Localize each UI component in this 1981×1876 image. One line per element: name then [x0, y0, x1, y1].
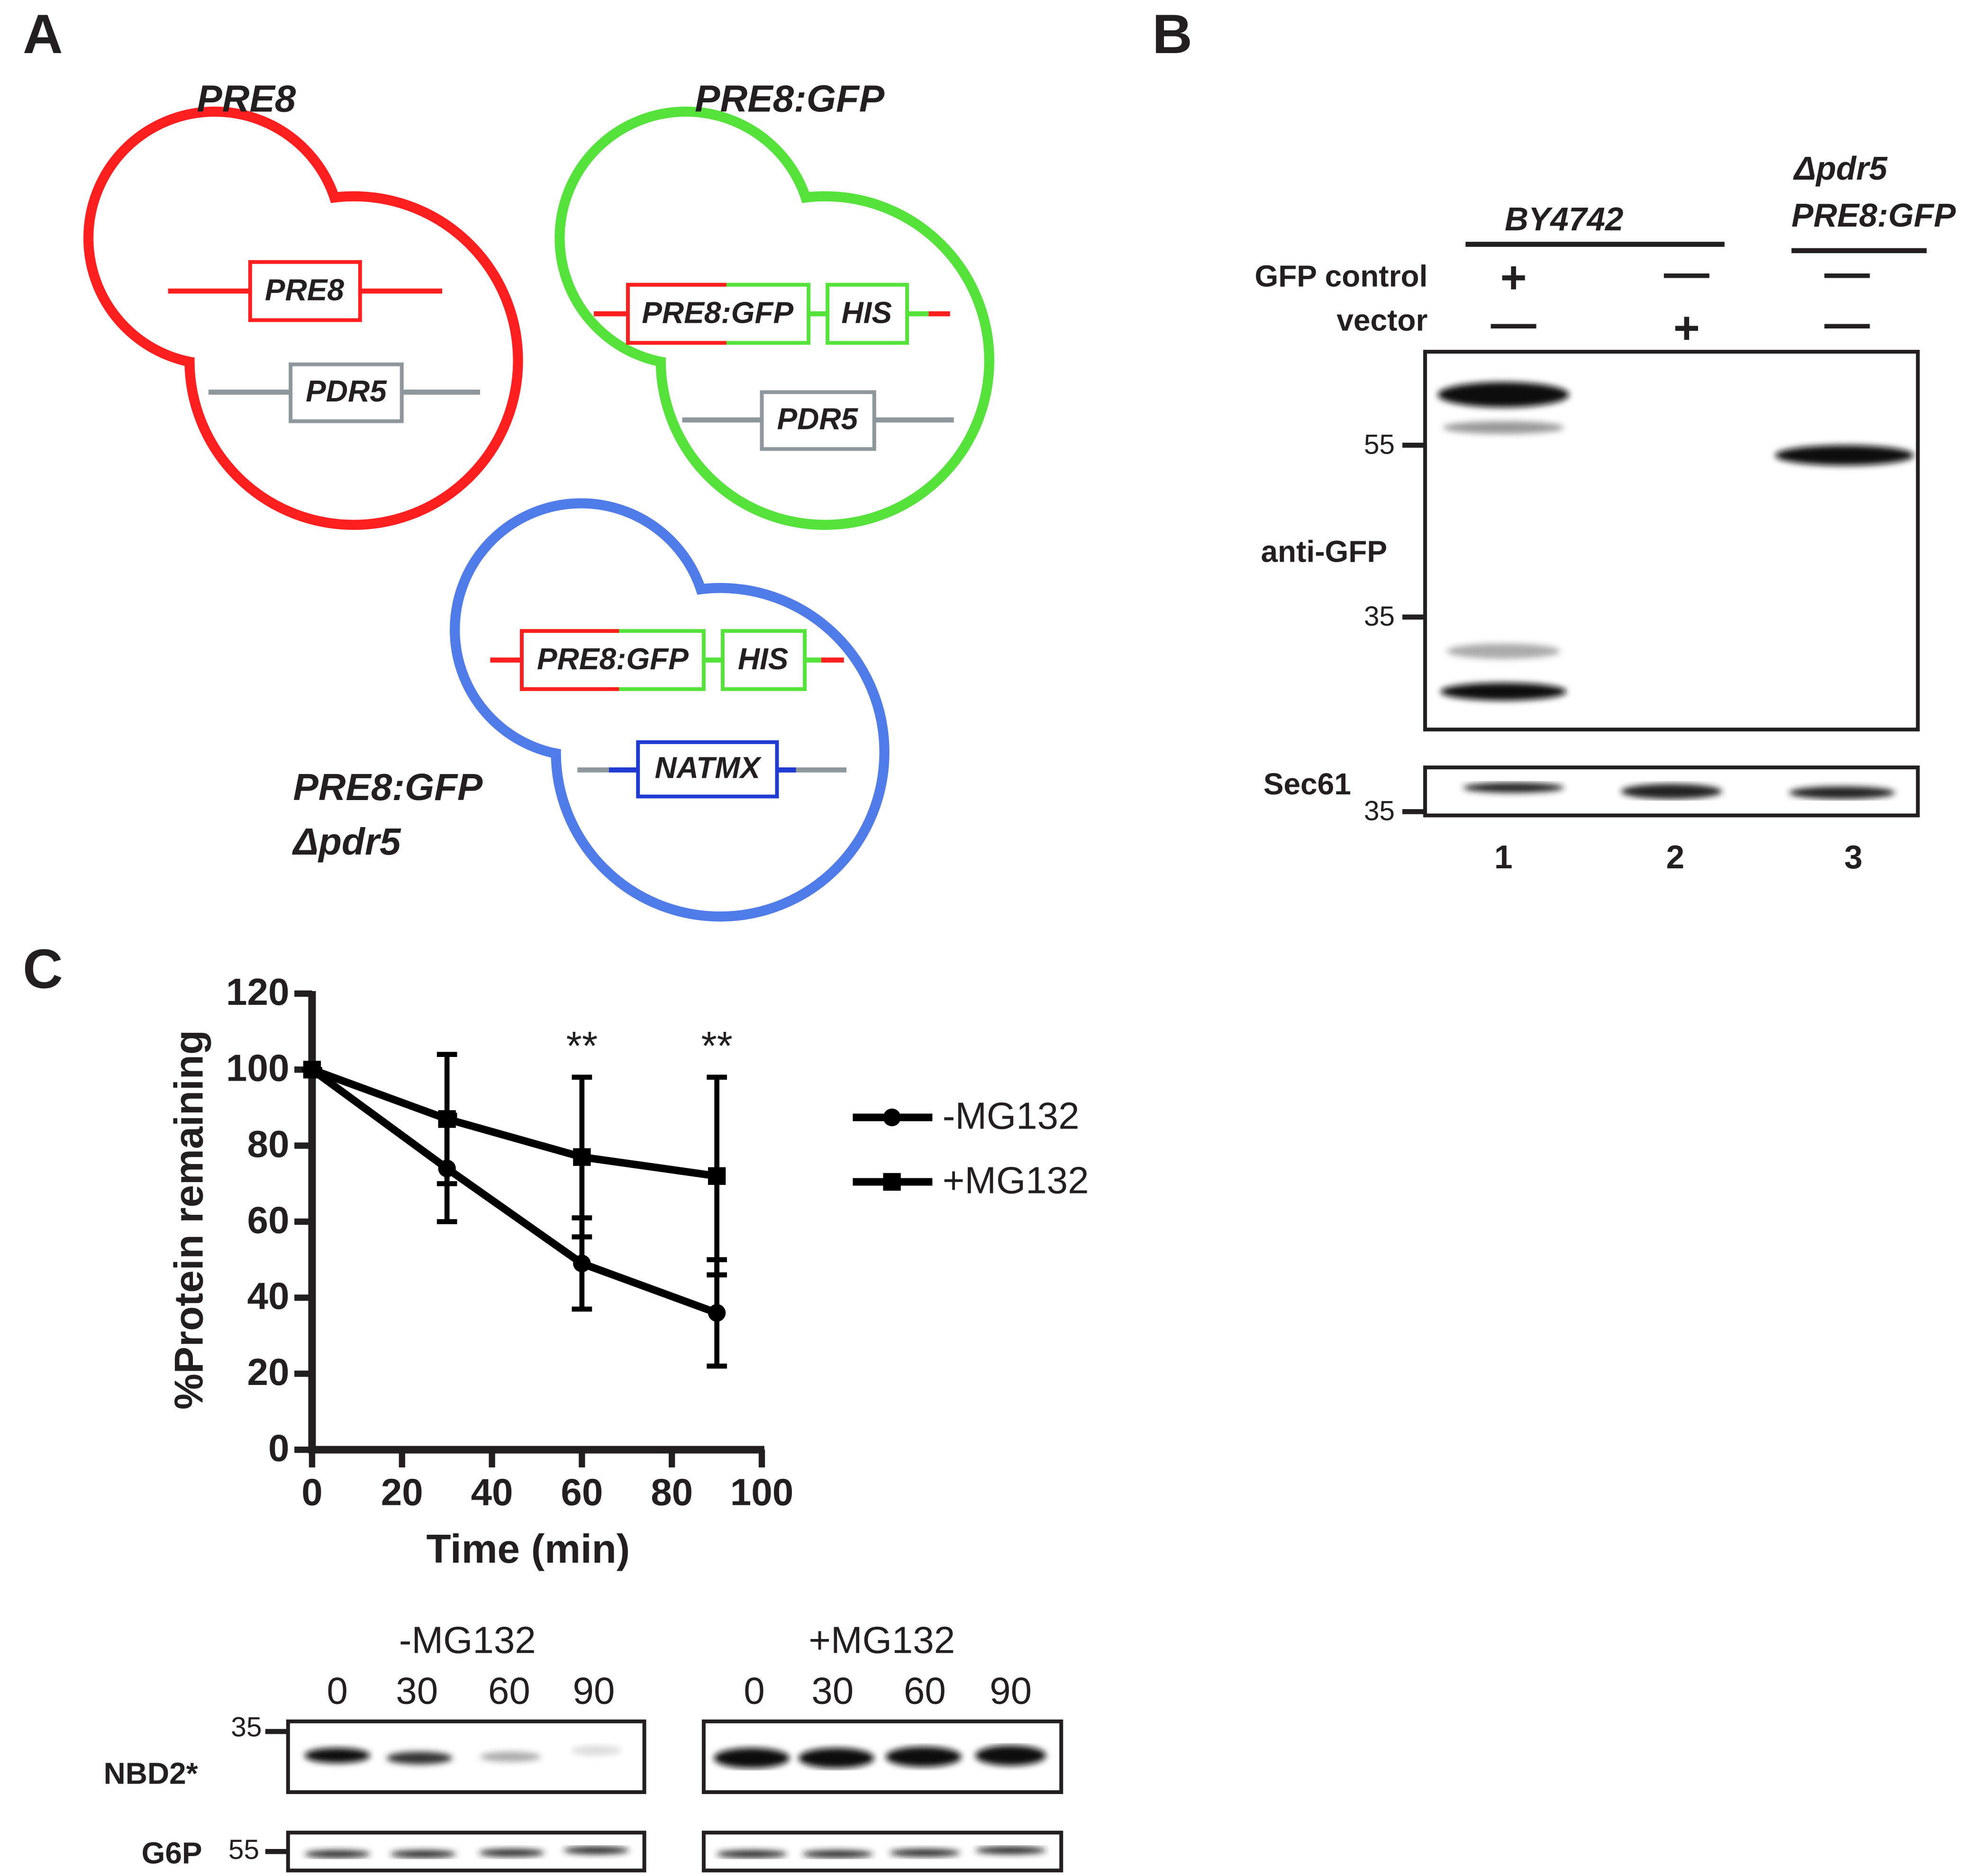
loading-label: Sec61: [1263, 767, 1351, 801]
y-tick-label: 0: [268, 1427, 289, 1469]
gene-label: PRE8:GFP: [642, 296, 793, 330]
sign: —: [1824, 247, 1870, 298]
cell-title: PRE8:GFP: [293, 766, 483, 808]
time-label: 30: [811, 1669, 854, 1712]
blot: [1423, 350, 1920, 732]
lane-label: 1: [1494, 838, 1513, 875]
panel-label: C: [23, 938, 63, 1000]
blot-bands: [1463, 783, 1895, 799]
marker-label: 55: [1364, 429, 1395, 460]
gene-label: PDR5: [777, 402, 858, 436]
cell-title: PRE8: [197, 77, 296, 119]
y-axis-title: %Protein remaining: [167, 1030, 212, 1410]
y-tick-label: 40: [247, 1275, 290, 1317]
x-tick-label: 60: [561, 1471, 603, 1513]
series-line: [310, 1066, 718, 1180]
antibody-label: anti-GFP: [1261, 534, 1387, 568]
gene-label: PRE8:GFP: [537, 642, 689, 676]
gene-box: [289, 362, 404, 423]
lane-label: 3: [1844, 838, 1863, 875]
point: [573, 1148, 591, 1166]
sign: —: [1664, 247, 1709, 298]
x-tick-label: 100: [730, 1471, 793, 1513]
time-label: 60: [488, 1669, 530, 1712]
blot-title: -MG132: [399, 1619, 536, 1661]
gene-label: NATMX: [655, 750, 762, 784]
point: [708, 1167, 726, 1185]
series-line: [309, 1066, 718, 1317]
gene-box: [826, 282, 909, 345]
row-label: GFP control: [1254, 259, 1427, 293]
row-label: G6P: [142, 1836, 202, 1870]
strain-label: Δpdr5: [1792, 150, 1888, 187]
time-label: 60: [904, 1669, 946, 1712]
legend-marker: [883, 1108, 901, 1127]
time-label: 0: [744, 1669, 764, 1712]
y-tick-label: 80: [247, 1123, 290, 1165]
sign: +: [1500, 252, 1527, 303]
point: [708, 1304, 726, 1322]
x-tick-label: 40: [471, 1471, 513, 1513]
time-label: 0: [327, 1669, 348, 1712]
x-axis-title: Time (min): [426, 1527, 630, 1572]
strain-label: BY4742: [1505, 200, 1623, 237]
gene-label: PRE8: [265, 273, 345, 307]
cell-title: PRE8:GFP: [695, 77, 885, 119]
annotation: **: [701, 1024, 732, 1069]
marker-label: 35: [1364, 796, 1395, 827]
gene-box: [720, 629, 807, 691]
y-tick-label: 20: [247, 1351, 290, 1393]
time-label: 30: [396, 1669, 438, 1712]
point: [438, 1110, 456, 1128]
legend-label: +MG132: [943, 1159, 1089, 1201]
time-label: 90: [990, 1669, 1032, 1712]
legend-label: -MG132: [943, 1094, 1080, 1137]
marker-label: 35: [1364, 601, 1395, 632]
gene-label: HIS: [841, 296, 892, 330]
marker-label: 35: [231, 1712, 262, 1742]
panel-label: B: [1152, 3, 1192, 65]
gene-box-edge: [626, 282, 727, 345]
time-label: 90: [572, 1669, 615, 1712]
row-label: NBD2*: [104, 1756, 198, 1790]
marker-label: 55: [228, 1834, 259, 1865]
gene-box: [248, 260, 362, 322]
gene-label: PDR5: [306, 374, 387, 408]
gene-box-edge: [519, 629, 619, 691]
gene-label: HIS: [738, 642, 789, 676]
blot-bands: [304, 1846, 1046, 1858]
y-tick-label: 100: [226, 1047, 289, 1089]
strain-label: PRE8:GFP: [1791, 197, 1956, 234]
gene-box: [636, 740, 779, 799]
x-tick-label: 80: [651, 1471, 693, 1513]
cell-title: Δpdr5: [291, 820, 401, 863]
point: [573, 1255, 591, 1273]
gene-box: [760, 390, 876, 451]
blot-bands: [304, 1745, 1046, 1768]
legend-marker: [883, 1173, 901, 1191]
sign: +: [1673, 303, 1700, 354]
sign: —: [1824, 298, 1870, 348]
y-tick-label: 60: [247, 1199, 290, 1241]
cell: [450, 498, 890, 922]
panel-label: A: [23, 3, 63, 65]
y-tick-label: 120: [226, 971, 289, 1013]
lane-label: 2: [1666, 838, 1685, 875]
blot-bands: [1437, 382, 1914, 701]
sign: —: [1491, 298, 1536, 348]
annotation: **: [566, 1024, 598, 1069]
x-tick-label: 0: [301, 1471, 322, 1513]
x-tick-label: 20: [381, 1471, 423, 1513]
point: [303, 1061, 321, 1079]
blot-title: +MG132: [809, 1619, 955, 1661]
row-label: vector: [1336, 303, 1427, 337]
